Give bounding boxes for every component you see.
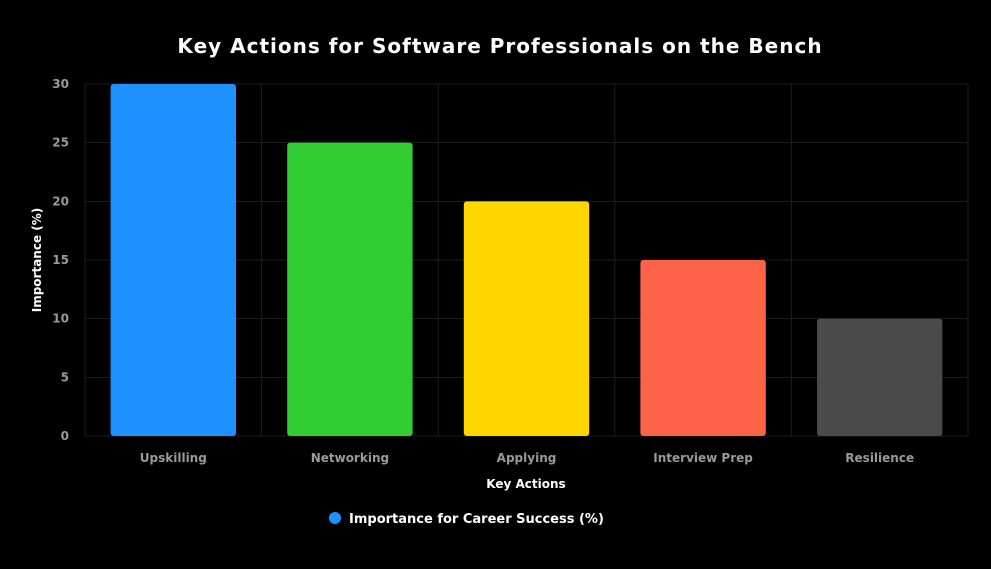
bar-networking[interactable] [287,142,413,436]
y-tick-label: 15 [52,253,69,267]
y-tick-label: 10 [52,312,69,326]
x-tick-label: Networking [311,451,389,465]
y-axis-title: Importance (%) [30,208,44,313]
bar-interview-prep[interactable] [640,260,766,436]
bar-resilience[interactable] [817,318,943,436]
chart-title: Key Actions for Software Professionals o… [177,34,822,58]
legend[interactable]: Importance for Career Success (%) [329,512,604,527]
x-tick-label: Applying [497,451,557,465]
x-tick-label: Upskilling [140,451,207,465]
legend-label: Importance for Career Success (%) [349,512,604,527]
x-axis-title: Key Actions [486,477,565,491]
x-axis-ticks: Upskilling Networking Applying Interview Pr… [140,451,914,465]
y-tick-label: 25 [52,136,69,150]
bar-upskilling[interactable] [110,84,236,436]
y-tick-label: 20 [52,194,69,208]
x-tick-label: Resilience [845,451,914,465]
x-tick-label: Interview Prep [653,451,753,465]
y-tick-label: 30 [52,77,69,91]
y-tick-label: 5 [61,370,69,384]
y-tick-label: 0 [61,429,69,443]
bar-applying[interactable] [463,201,590,436]
bars [110,84,943,436]
legend-swatch [329,512,341,524]
y-axis-ticks: 0 5 10 15 20 25 30 [52,77,69,443]
